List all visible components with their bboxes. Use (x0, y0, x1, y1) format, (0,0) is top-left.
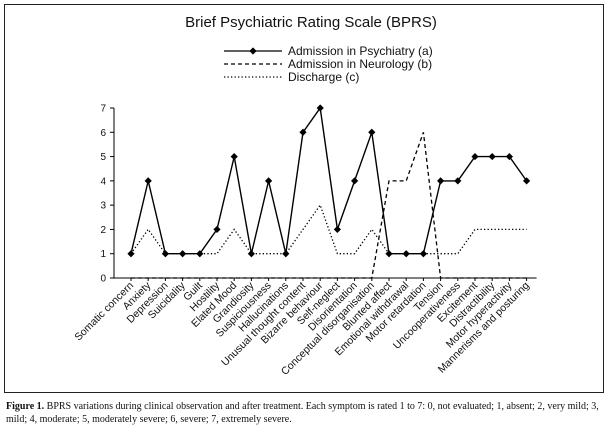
series-layer (127, 104, 531, 279)
y-tick-label: 5 (100, 152, 106, 163)
data-point (247, 250, 255, 258)
data-point (523, 177, 531, 185)
y-tick-label: 6 (100, 128, 106, 139)
caption-label: Figure 1. (6, 401, 45, 412)
data-point (127, 250, 135, 258)
legend-marker (249, 47, 257, 55)
legend-label: Admission in Neurology (b) (288, 57, 432, 71)
data-point (144, 177, 152, 185)
data-point (368, 128, 376, 136)
data-point (282, 250, 290, 258)
data-point (488, 152, 496, 161)
series-line (131, 132, 527, 279)
series-3 (130, 203, 527, 255)
series-line (130, 106, 528, 255)
y-tick-label: 4 (100, 176, 106, 187)
data-point (230, 152, 238, 161)
data-point (437, 177, 445, 185)
legend-entry: Admission in Neurology (b) (224, 57, 432, 71)
data-point (505, 152, 513, 161)
series-line (130, 203, 527, 255)
data-point (179, 250, 187, 258)
legend-label: Admission in Psychiatry (a) (288, 44, 433, 58)
caption-text: BPRS variations during clinical observat… (6, 401, 599, 425)
data-point (265, 177, 273, 185)
chart-title: Brief Psychiatric Rating Scale (BPRS) (185, 14, 437, 31)
data-point (196, 250, 204, 258)
legend-entry: Admission in Psychiatry (a) (224, 44, 433, 58)
series-1 (127, 104, 531, 258)
legend-label: Discharge (c) (288, 70, 359, 84)
series-2 (131, 132, 527, 279)
bprs-line-chart: Brief Psychiatric Rating Scale (BPRS) Ad… (72, 14, 537, 378)
y-tick-label: 7 (100, 104, 106, 115)
figure-caption: Figure 1. BPRS variations during clinica… (6, 400, 604, 426)
y-tick-label: 0 (100, 274, 106, 285)
figure-frame (4, 4, 604, 393)
data-point (213, 225, 221, 234)
category-labels: Somatic concernAnxietyDepressionSuicidal… (72, 279, 531, 378)
data-point (351, 177, 359, 185)
y-tick-label: 1 (100, 249, 106, 260)
data-point (299, 128, 307, 136)
y-tick-label: 2 (100, 225, 106, 236)
legend: Admission in Psychiatry (a)Admission in … (224, 44, 433, 84)
axes: 0 1 2 3 4 5 6 7 (100, 104, 537, 285)
data-point (471, 152, 479, 161)
y-tick-label: 3 (100, 201, 106, 212)
data-point (333, 225, 341, 234)
data-point (316, 104, 324, 112)
data-point (454, 177, 462, 185)
legend-entry: Discharge (c) (224, 70, 359, 84)
